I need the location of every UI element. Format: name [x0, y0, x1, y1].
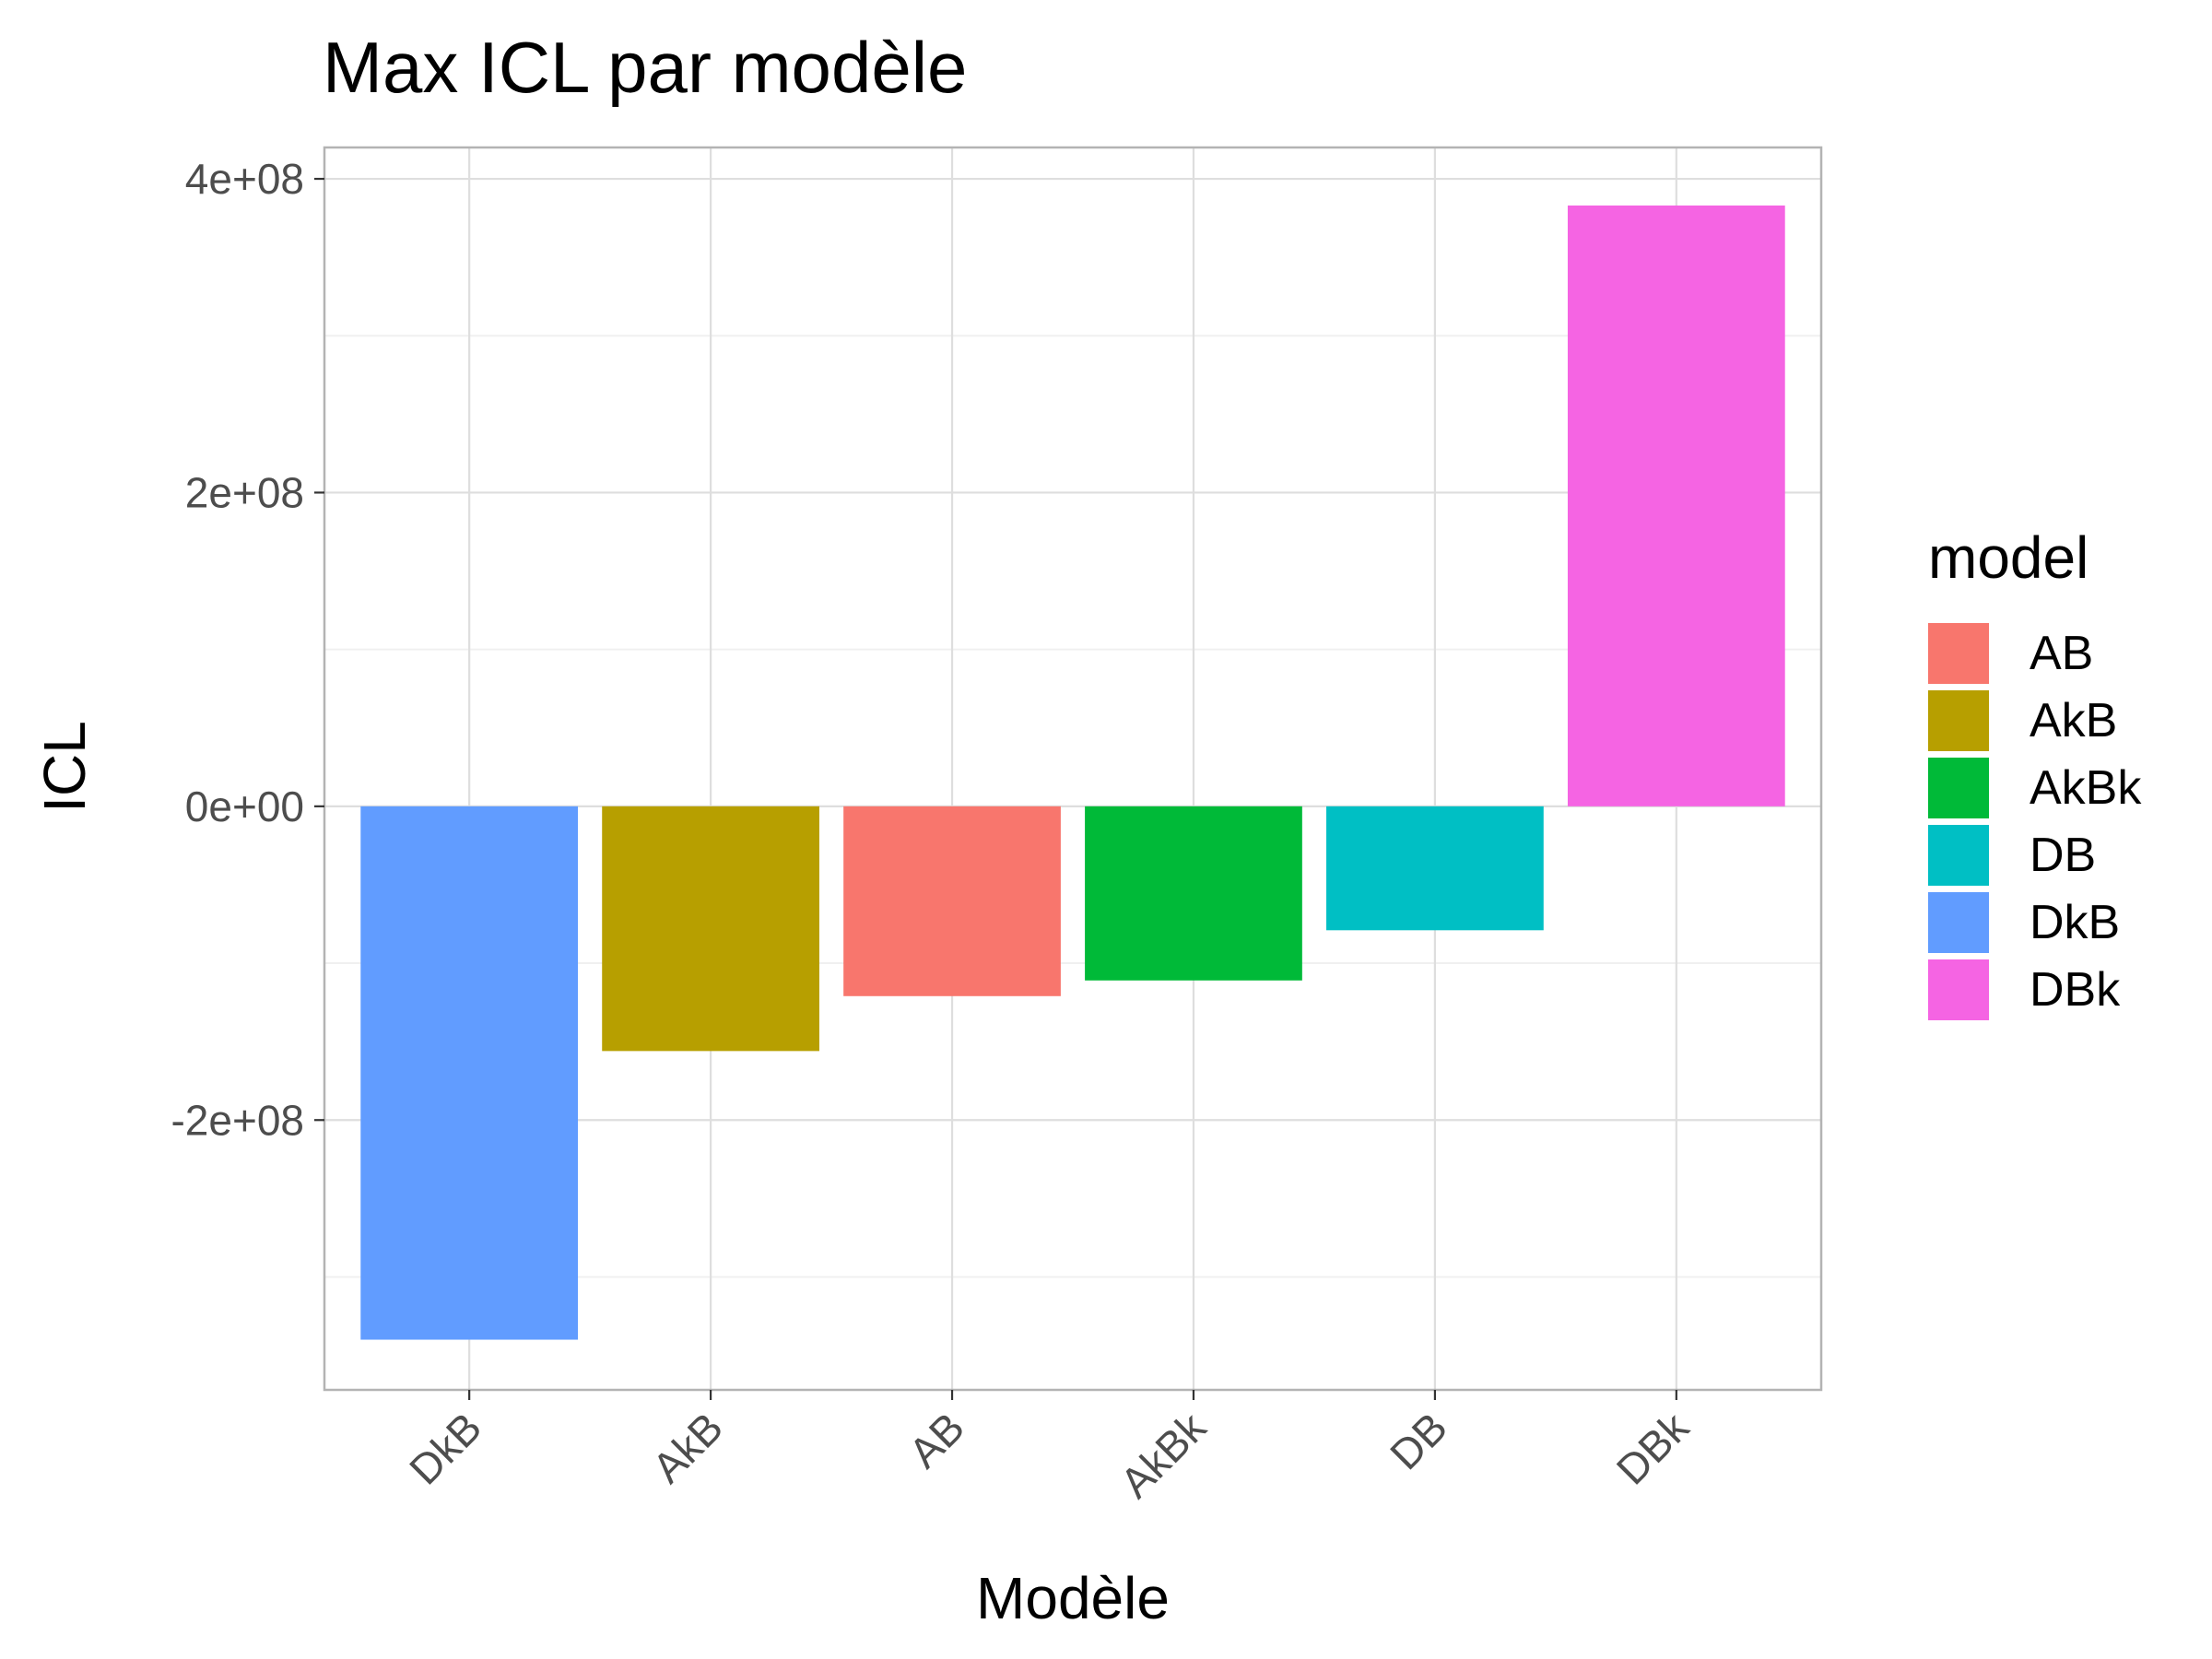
bar-ab — [843, 806, 1061, 996]
legend-key — [1928, 758, 1989, 818]
x-tick-label: AB — [900, 1403, 973, 1477]
bar-dbk — [1567, 205, 1785, 806]
x-tick-label: DkB — [400, 1403, 490, 1493]
y-tick-label: 4e+08 — [185, 155, 304, 203]
axes-layer: -2e+08 0e+00 2e+08 4e+08 DkB AkB AB AkBk DB DBk — [171, 146, 1823, 1507]
bar-akb — [602, 806, 819, 1052]
legend-label: AB — [2030, 627, 2093, 680]
plot-border — [323, 146, 1823, 1392]
x-axis-title: Modèle — [976, 1565, 1170, 1631]
legend-label: DBk — [2030, 963, 2121, 1017]
bar-db — [1326, 806, 1544, 931]
legend-label: DkB — [2030, 896, 2120, 949]
legend-title: model — [1928, 524, 2088, 591]
legend-label: DB — [2030, 829, 2096, 882]
legend-key — [1928, 825, 1989, 886]
legend-key — [1928, 959, 1989, 1020]
plot-layer — [324, 147, 1821, 1390]
y-tick-label: 0e+00 — [185, 782, 304, 830]
y-tick-label: -2e+08 — [171, 1096, 304, 1144]
legend-label: AkBk — [2030, 761, 2142, 815]
x-tick-label: AkB — [643, 1403, 732, 1491]
bar-dkb — [360, 806, 579, 1340]
x-tick-label: DB — [1381, 1403, 1456, 1478]
y-axis-title: ICL — [31, 721, 98, 813]
x-tick-label: DBk — [1607, 1403, 1699, 1494]
legend-key — [1928, 690, 1989, 751]
chart-title: Max ICL par modèle — [323, 27, 967, 108]
legend-key — [1928, 892, 1989, 953]
legend-label: AkB — [2030, 694, 2117, 747]
legend: model AB AkB AkBk DB DkB DBk — [1928, 524, 2142, 1020]
bar-akbk — [1085, 806, 1302, 981]
legend-key — [1928, 623, 1989, 684]
x-tick-label: AkBk — [1111, 1403, 1215, 1507]
y-tick-label: 2e+08 — [185, 468, 304, 516]
